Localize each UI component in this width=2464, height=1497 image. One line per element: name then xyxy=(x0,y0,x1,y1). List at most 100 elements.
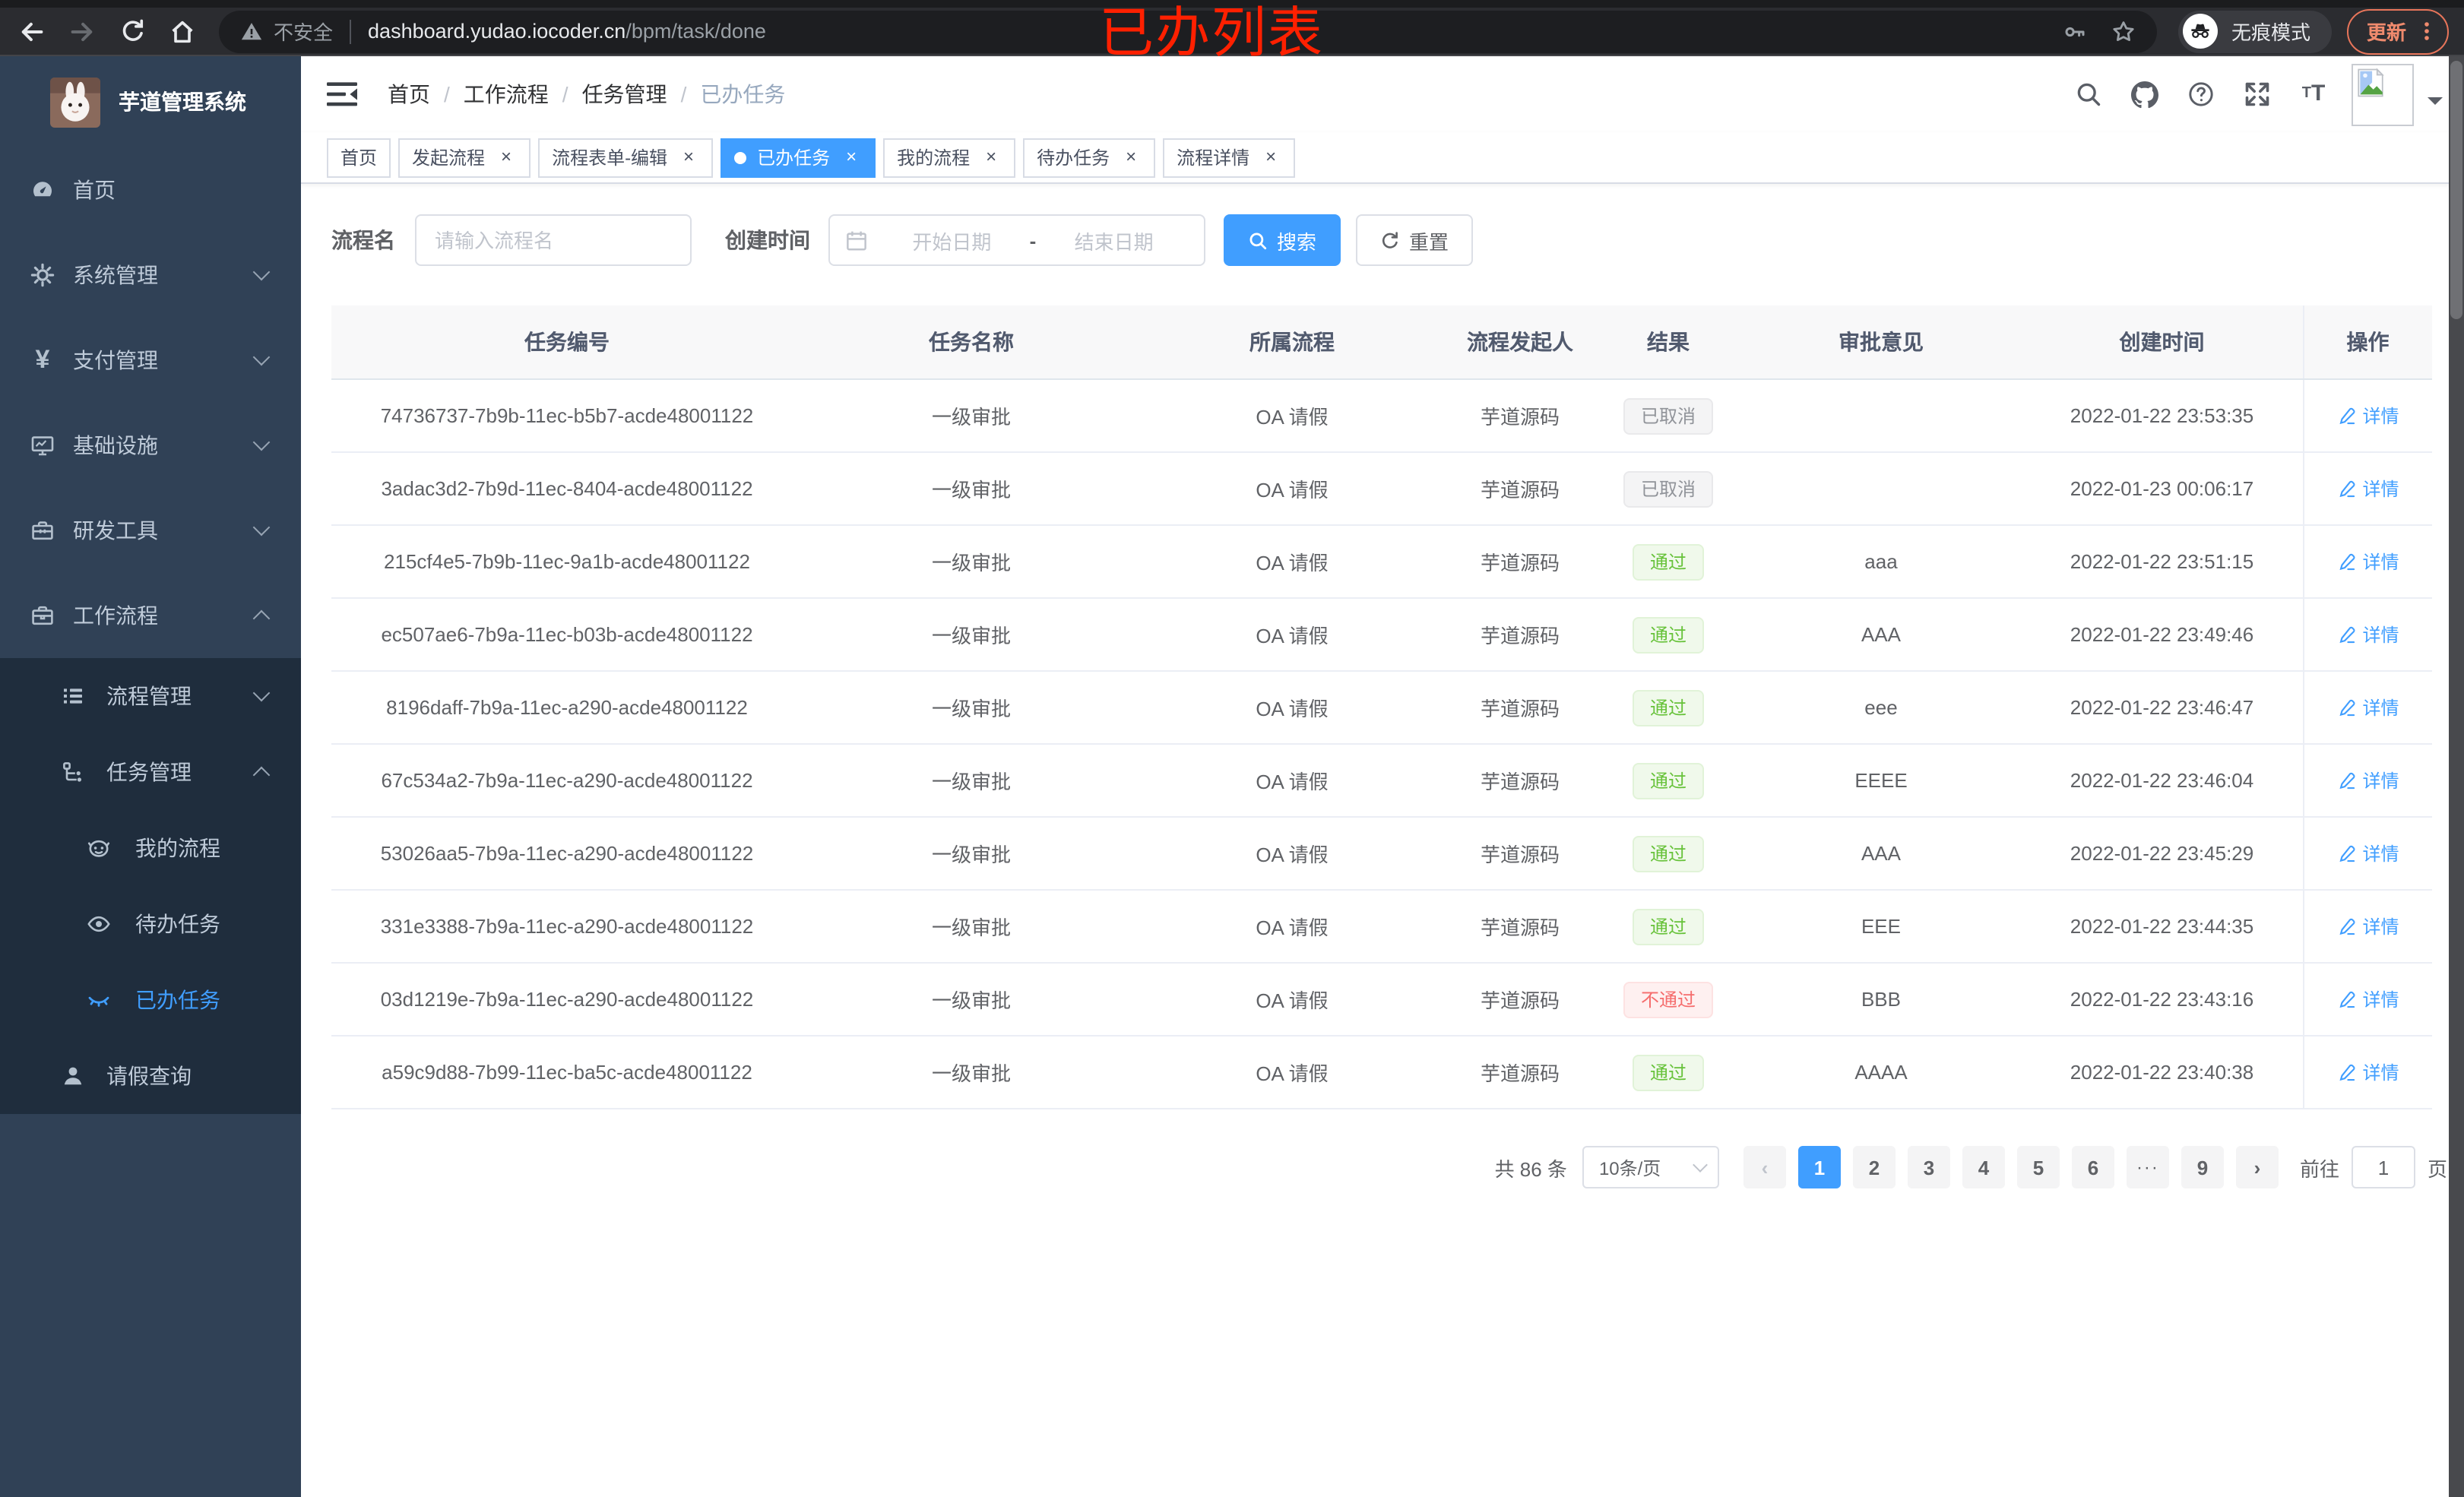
goto-page-input[interactable] xyxy=(2351,1146,2415,1188)
sidebar-item-leave-query[interactable]: 请假查询 xyxy=(0,1038,301,1114)
create-time-label: 创建时间 xyxy=(725,228,810,252)
cell-action: 详情 xyxy=(2302,452,2432,526)
avatar[interactable] xyxy=(2352,63,2414,125)
breadcrumb-item[interactable]: 任务管理 xyxy=(581,82,667,106)
key-icon[interactable] xyxy=(2063,19,2087,43)
sidebar-item-infra[interactable]: 基础设施 xyxy=(0,403,301,488)
process-name-input[interactable] xyxy=(415,214,692,266)
page-size-label: 10条/页 xyxy=(1598,1157,1661,1179)
github-icon[interactable] xyxy=(2131,81,2158,108)
more-pages-icon[interactable]: ··· xyxy=(2126,1146,2169,1188)
sidebar-item-system[interactable]: 系统管理 xyxy=(0,233,301,318)
prev-page-button[interactable]: ‹ xyxy=(1743,1146,1786,1188)
detail-link[interactable]: 详情 xyxy=(2336,767,2399,793)
tab-home[interactable]: 首页 xyxy=(327,138,391,177)
reset-button[interactable]: 重置 xyxy=(1356,214,1474,266)
sidebar-item-task-mgmt[interactable]: 任务管理 xyxy=(0,734,301,810)
cell-task-id: 74736737-7b9b-11ec-b5b7-acde48001122 xyxy=(331,379,803,453)
url-bar[interactable]: 不安全 dashboard.yudao.iocoder.cn/bpm/task/… xyxy=(219,10,2157,52)
user-icon xyxy=(61,1064,85,1088)
close-icon[interactable]: × xyxy=(1126,145,1137,166)
back-icon[interactable] xyxy=(18,17,46,45)
sidebar-item-label: 待办任务 xyxy=(135,912,220,936)
detail-link[interactable]: 详情 xyxy=(2336,621,2399,647)
page-scrollbar[interactable] xyxy=(2449,56,2464,1497)
more-vertical-icon[interactable] xyxy=(2415,20,2438,43)
page-button-5[interactable]: 5 xyxy=(2016,1146,2060,1188)
page-button-3[interactable]: 3 xyxy=(1907,1146,1950,1188)
close-icon[interactable]: × xyxy=(1265,145,1277,166)
search-icon[interactable] xyxy=(2075,81,2102,108)
close-icon[interactable]: × xyxy=(683,145,695,166)
table-header-row: 任务编号 任务名称 所属流程 流程发起人 结果 审批意见 创建时间 操作 xyxy=(331,305,2432,380)
close-icon[interactable]: × xyxy=(986,145,997,166)
sidebar-item-todo-task[interactable]: 待办任务 xyxy=(0,886,301,962)
search-button[interactable]: 搜索 xyxy=(1224,214,1341,266)
sidebar-item-workflow[interactable]: 工作流程 xyxy=(0,573,301,658)
active-tab-dot xyxy=(734,151,747,163)
breadcrumb-item[interactable]: 工作流程 xyxy=(463,82,549,106)
tab-done-task[interactable]: 已办任务 × xyxy=(721,138,876,177)
column-header-2: 任务名称 xyxy=(803,305,1140,380)
cell-created: 2022-01-22 23:44:35 xyxy=(2022,890,2303,964)
scrollbar-thumb[interactable] xyxy=(2450,61,2462,319)
page-button-1[interactable]: 1 xyxy=(1797,1146,1841,1188)
list-tree-icon xyxy=(61,684,85,708)
detail-link-label: 详情 xyxy=(2362,916,2399,937)
home-icon[interactable] xyxy=(169,17,196,45)
close-icon[interactable]: × xyxy=(846,145,857,166)
date-range-input[interactable]: 开始日期 - 结束日期 xyxy=(828,214,1205,266)
eye-open-icon xyxy=(87,912,111,936)
avatar-dropdown-icon[interactable] xyxy=(2428,97,2443,112)
forward-icon[interactable] xyxy=(68,17,96,45)
next-page-button[interactable]: › xyxy=(2235,1146,2279,1188)
sidebar-item-payment[interactable]: ¥ 支付管理 xyxy=(0,318,301,403)
result-badge: 通过 xyxy=(1633,616,1703,653)
tab-start-process[interactable]: 发起流程 × xyxy=(398,138,531,177)
sidebar-item-home[interactable]: 首页 xyxy=(0,147,301,233)
detail-link[interactable]: 详情 xyxy=(2336,913,2399,938)
update-button[interactable]: 更新 xyxy=(2346,8,2449,54)
sidebar-item-my-process[interactable]: 我的流程 xyxy=(0,810,301,886)
workflow-submenu: 流程管理 任务管理 我的流程待办任务已办任务 请假查询 xyxy=(0,658,301,1114)
sidebar-item-label: 系统管理 xyxy=(73,263,158,287)
app-logo[interactable]: 芋道管理系统 xyxy=(0,56,301,147)
chevron-down-icon xyxy=(252,518,271,536)
tab-my-process[interactable]: 我的流程 × xyxy=(883,138,1016,177)
star-icon[interactable] xyxy=(2111,19,2136,43)
briefcase-icon xyxy=(30,603,55,628)
page-button-9[interactable]: 9 xyxy=(2181,1146,2224,1188)
sidebar-item-process-mgmt[interactable]: 流程管理 xyxy=(0,658,301,734)
tab-process-detail[interactable]: 流程详情 × xyxy=(1163,138,1296,177)
fullscreen-icon[interactable] xyxy=(2244,81,2271,108)
page-button-6[interactable]: 6 xyxy=(2071,1146,2114,1188)
close-icon[interactable]: × xyxy=(501,145,512,166)
page-button-4[interactable]: 4 xyxy=(1962,1146,2005,1188)
edit-pen-icon xyxy=(2336,843,2356,862)
breadcrumb-item: 已办任务 xyxy=(700,82,786,106)
detail-link[interactable]: 详情 xyxy=(2336,475,2399,501)
help-icon[interactable] xyxy=(2187,81,2215,108)
breadcrumb-item[interactable]: 首页 xyxy=(388,82,430,106)
detail-link[interactable]: 详情 xyxy=(2336,402,2399,428)
tab-todo-task[interactable]: 待办任务 × xyxy=(1023,138,1156,177)
detail-link[interactable]: 详情 xyxy=(2336,840,2399,866)
tab-form-edit[interactable]: 流程表单-编辑 × xyxy=(538,138,714,177)
detail-link[interactable]: 详情 xyxy=(2336,986,2399,1011)
sidebar-item-devtools[interactable]: 研发工具 xyxy=(0,488,301,573)
sidebar-item-done-task[interactable]: 已办任务 xyxy=(0,962,301,1038)
filter-form: 流程名 创建时间 开始日期 - 结束日期 搜索 xyxy=(331,214,2447,266)
detail-link[interactable]: 详情 xyxy=(2336,1059,2399,1084)
cell-comment: EEE xyxy=(1740,890,2022,964)
detail-link[interactable]: 详情 xyxy=(2336,548,2399,574)
chevron-up-icon xyxy=(252,765,271,783)
page-button-2[interactable]: 2 xyxy=(1852,1146,1896,1188)
page-size-select[interactable]: 10条/页 xyxy=(1582,1146,1719,1188)
detail-link[interactable]: 详情 xyxy=(2336,694,2399,720)
result-badge: 不通过 xyxy=(1623,981,1712,1018)
sidebar-toggle-icon[interactable] xyxy=(327,81,357,108)
cell-starter: 芋道源码 xyxy=(1444,379,1596,453)
reload-icon[interactable] xyxy=(119,17,146,45)
